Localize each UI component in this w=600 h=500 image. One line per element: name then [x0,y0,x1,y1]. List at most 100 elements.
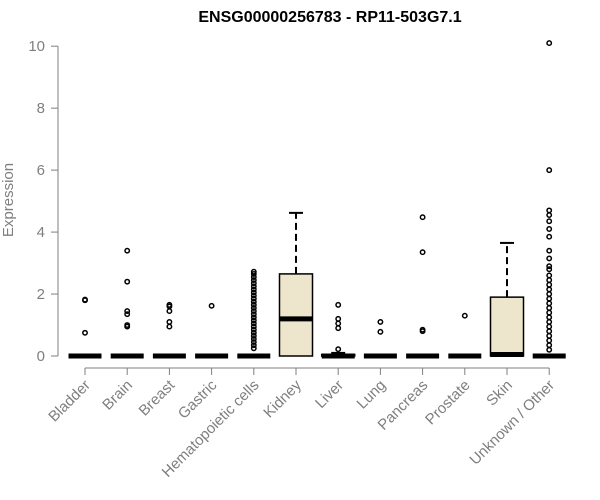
outlier-point [250,289,257,296]
outlier-point [250,301,257,308]
x-tick-label: Liver [312,377,347,412]
y-tick-label: 0 [37,348,45,365]
outlier-point [166,308,173,315]
outlier-point [335,325,342,332]
x-tick-label: Skin [483,377,516,410]
outlier-point [546,167,553,174]
outlier-point [546,314,553,321]
outlier-point [250,298,257,305]
outlier-point [250,286,257,293]
y-axis: 0 2 4 6 8 10 [28,38,59,365]
outlier-point [208,302,215,309]
box-brain [110,247,144,359]
y-tick-label: 10 [28,38,45,55]
x-tick-label: Prostate [422,377,474,429]
box-pancreas [406,214,440,359]
outlier-point [250,305,257,311]
outlier-point [250,308,257,315]
box-breast [152,301,186,359]
outlier-point [82,329,88,336]
y-axis-label: Expression [0,163,17,237]
box-skin [489,241,525,357]
outlier-point [124,322,131,328]
outlier-point [124,247,131,254]
box-gastric [195,302,229,359]
outlier-point [124,308,131,315]
outlier-point [546,286,553,293]
outlier-point [546,323,553,330]
outlier-point [546,272,553,279]
outlier-point [461,312,468,319]
outlier-point [419,214,426,221]
outlier-point [166,318,173,325]
outlier-point [546,207,553,214]
outlier-point [546,277,553,284]
outlier-point [546,226,553,232]
outlier-point [250,342,257,349]
outlier-point [250,326,257,333]
outlier-point [546,318,553,325]
outlier-point [546,255,553,262]
box-prostate [448,312,482,359]
x-tick-label: Brain [99,377,136,414]
outlier-point [250,323,257,330]
outlier-point [250,332,257,339]
iqr-box [278,273,314,357]
outlier-point [546,332,553,339]
outlier-point [546,337,553,344]
x-tick-label: Kidney [260,376,305,421]
outlier-point [377,328,384,335]
box-kidney [278,211,314,357]
outlier-point [546,40,553,47]
box-lung [363,318,397,359]
iqr-box [489,296,525,357]
boxes-group [68,40,566,359]
outlier-point [546,295,553,302]
outlier-point [124,278,131,285]
y-tick-label: 6 [37,162,45,179]
box-liver [320,301,356,359]
outlier-point [377,318,384,325]
outlier-point [250,339,257,346]
outlier-point [250,268,257,275]
outlier-point [124,311,131,318]
outlier-point [82,296,88,303]
outlier-point [546,233,553,240]
outlier-point [546,266,553,273]
outlier-point [250,314,257,321]
x-tick-label: Lung [354,377,390,413]
outlier-point [250,345,257,352]
outlier-point [250,283,257,290]
outlier-point [546,212,553,218]
outlier-point [166,301,173,308]
box-hematopoietic-cells [237,268,271,359]
outlier-point [250,336,257,342]
chart-title: ENSG00000256783 - RP11-503G7.1 [198,9,461,26]
outlier-point [546,291,553,297]
outlier-point [250,292,257,299]
outlier-point [419,249,426,256]
outlier-point [546,305,553,311]
outlier-point [546,300,553,307]
outlier-point [335,346,342,353]
outlier-point [546,281,553,288]
outlier-point [546,342,553,349]
outlier-point [546,263,553,270]
outlier-point [250,311,257,318]
outlier-point [546,346,553,353]
outlier-point [250,270,257,277]
outlier-point [250,320,257,327]
x-tick-label: Bladder [45,377,94,426]
outlier-point [335,315,342,322]
box-unknown-other [532,40,566,359]
y-tick-label: 2 [37,286,45,303]
y-tick-label: 4 [37,224,45,241]
outlier-point [335,301,342,308]
outlier-point [546,328,553,335]
outlier-point [250,329,257,336]
outlier-point [250,280,257,287]
y-tick-label: 8 [37,100,45,117]
